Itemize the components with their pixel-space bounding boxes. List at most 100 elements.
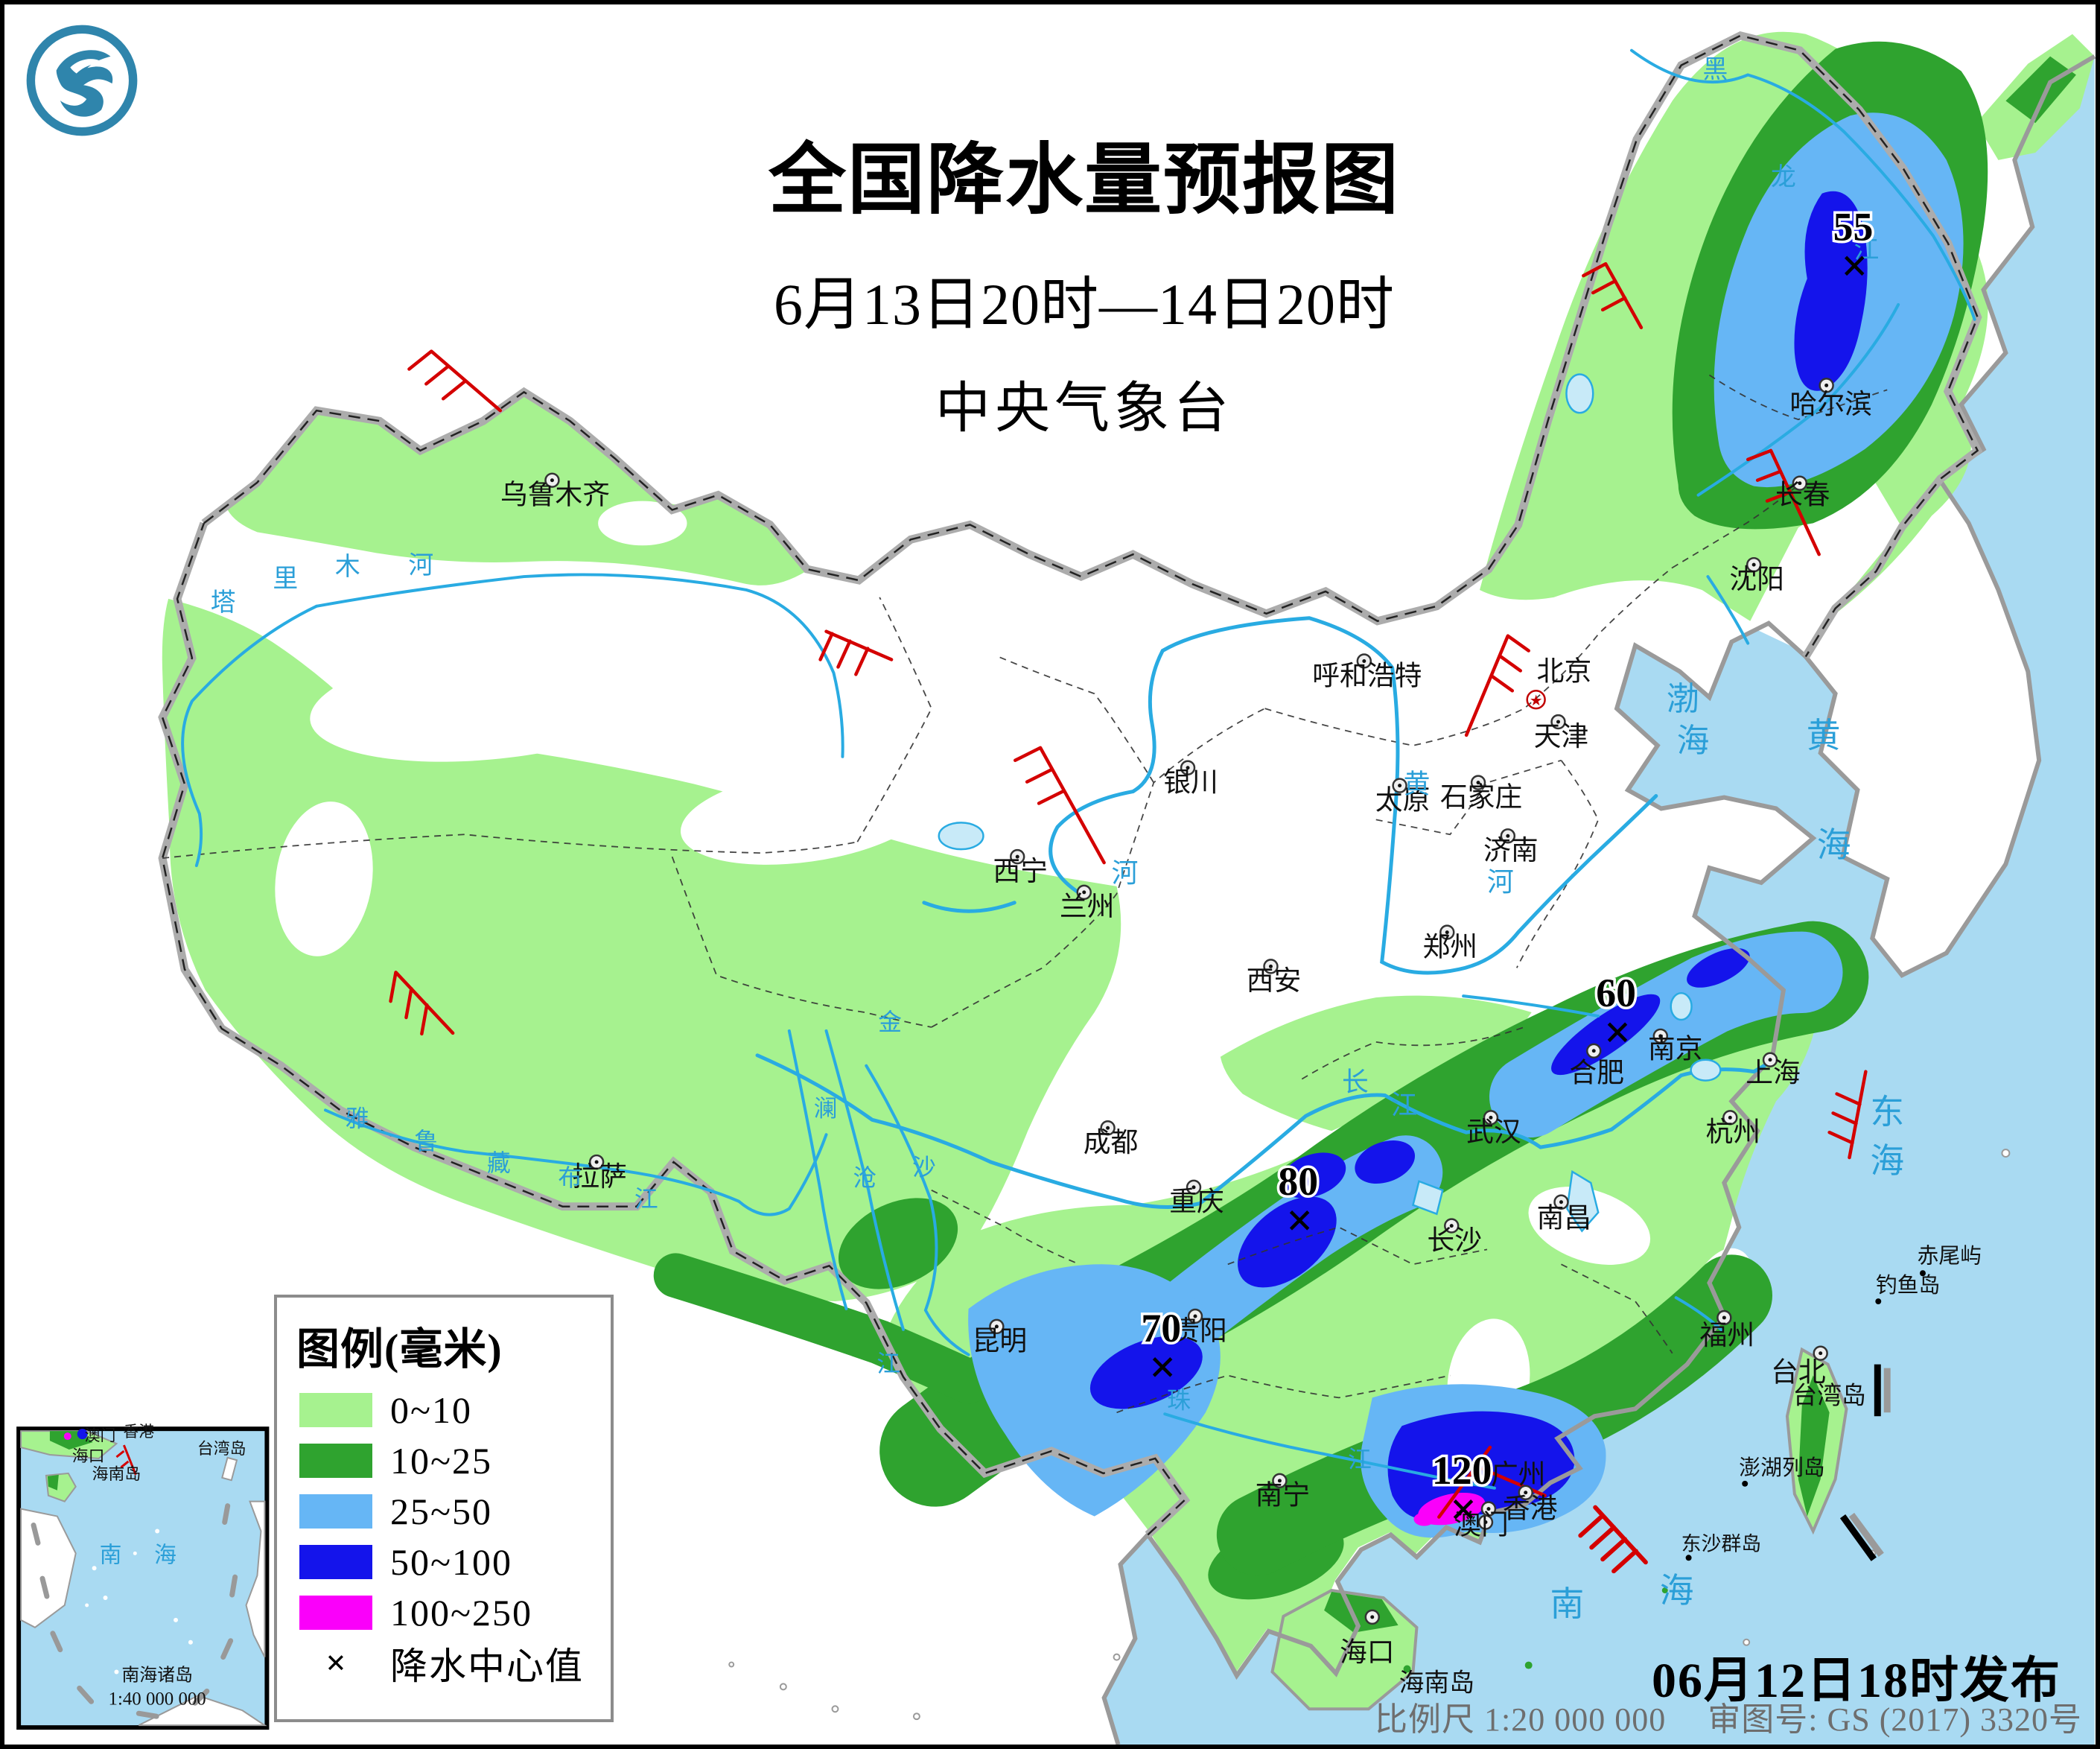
city-label: 重庆 <box>1169 1187 1224 1217</box>
city-marker-dot <box>1082 890 1086 895</box>
city-label: 郑州 <box>1422 931 1477 962</box>
city-label: 杭州 <box>1705 1117 1760 1147</box>
city-marker-dot <box>1370 1615 1375 1619</box>
city-label: 香港 <box>1503 1494 1558 1524</box>
city-marker-dot <box>1824 383 1829 387</box>
legend-box: 图例(毫米) 0~10 10~25 25~50 50~100 100~250 × 降水中… <box>274 1295 614 1722</box>
legend-items: 0~10 10~25 25~50 50~100 100~250 <box>277 1389 611 1634</box>
legend-title: 图例(毫米) <box>296 1325 503 1374</box>
map-label: 江 <box>876 1351 900 1377</box>
map-label: 珠 <box>1167 1387 1191 1413</box>
legend-swatch-1 <box>299 1443 372 1478</box>
city-label: 长春 <box>1775 480 1830 510</box>
issue-time: 06月12日18时发布 <box>1652 1654 2061 1708</box>
city-label: 成都 <box>1084 1127 1139 1158</box>
legend-range: 0~10 <box>390 1388 473 1431</box>
map-label: 沧 <box>853 1165 876 1191</box>
map-label: 河 <box>1487 867 1514 897</box>
legend-swatch-0 <box>299 1392 372 1427</box>
city-marker-dot <box>1489 1115 1493 1120</box>
legend-item: 25~50 <box>299 1491 611 1532</box>
city-label: 长沙 <box>1427 1225 1482 1255</box>
city-marker-dot <box>994 1324 999 1329</box>
legend-swatch-3 <box>299 1544 372 1579</box>
city-label: 广州 <box>1491 1459 1546 1490</box>
city-marker-dot <box>1106 1126 1110 1130</box>
precip-center-value: 55 <box>1833 204 1874 249</box>
rivers <box>181 48 1976 1490</box>
map-title: 全国降水量预报图 <box>768 138 1400 223</box>
map-label: 澎湖列岛 <box>1739 1456 1824 1480</box>
city-marker-dot <box>1191 1185 1196 1190</box>
city-marker-dot <box>1591 1049 1596 1053</box>
city-label: 西宁 <box>993 856 1048 886</box>
map-label: 河 <box>408 552 433 580</box>
city-label: 银川 <box>1163 767 1218 798</box>
dry-white-holes <box>275 480 1903 1444</box>
city-marker-dot <box>1015 854 1019 859</box>
legend-item: 0~10 <box>299 1389 611 1431</box>
title-block: 全国降水量预报图 6月13日20时—14日20时 中央气象台 <box>757 133 1412 443</box>
legend-item: 10~25 <box>299 1440 611 1482</box>
capital-marker <box>1526 690 1546 710</box>
island-dot <box>1920 1270 1926 1277</box>
precip-center-cross: × <box>1604 1006 1631 1058</box>
map-label: 黄 <box>1807 717 1841 755</box>
lakes <box>938 373 1722 1233</box>
approval-number: 审图号: GS (2017) 3320号 <box>1708 1701 2083 1738</box>
map-label: 江 <box>1854 236 1879 264</box>
rain-100-250-regions <box>1413 1492 1486 1526</box>
capital-star-icon: ★ <box>1530 693 1543 709</box>
map-label: 长 <box>1342 1067 1369 1097</box>
city-marker-dot <box>1398 784 1402 788</box>
city-label: 兰州 <box>1060 892 1115 922</box>
legend-swatch-2 <box>299 1494 372 1529</box>
city-label: 呼和浩特 <box>1312 660 1422 691</box>
city-label: 南宁 <box>1256 1480 1311 1511</box>
map-label: 布 <box>558 1165 582 1191</box>
map-label: 海 <box>1870 1142 1904 1180</box>
city-marker-dot <box>1658 1034 1663 1038</box>
map-scale-and-approval: 比例尺 1:20 000 000 审图号: GS (2017) 3320号 <box>1375 1692 2096 1740</box>
legend-item: 50~100 <box>299 1541 611 1583</box>
precip-center-cross: × <box>1841 239 1868 292</box>
map-label: 澜 <box>814 1095 838 1121</box>
legend-range: 50~100 <box>390 1540 513 1583</box>
legend-range: 100~250 <box>390 1591 533 1634</box>
precip-center-cross: × <box>1149 1340 1176 1393</box>
city-label: 北京 <box>1537 656 1592 686</box>
map-label: 海口 <box>72 1447 105 1465</box>
city-label: 乌鲁木齐 <box>500 480 610 510</box>
city-label: 台北 <box>1771 1357 1826 1388</box>
island-dot <box>1875 1298 1882 1305</box>
map-label: 赤尾屿 <box>1918 1244 1982 1268</box>
city-marker-dot <box>550 478 554 483</box>
map-label: 海南岛 <box>92 1465 141 1483</box>
precip-center-value: 80 <box>1278 1159 1318 1204</box>
city-label: 福州 <box>1700 1320 1755 1350</box>
city-label: 南京 <box>1648 1034 1703 1064</box>
city-marker-dot <box>1476 781 1480 785</box>
map-label: 塔 <box>211 589 236 617</box>
map-label: 澳门 <box>85 1426 116 1444</box>
precip-center-cross: × <box>1450 1483 1477 1536</box>
map-label: 江 <box>1391 1090 1418 1120</box>
legend-range: 25~50 <box>390 1490 493 1532</box>
city-label: 天津 <box>1534 721 1589 752</box>
city-label: 贵阳 <box>1172 1315 1227 1346</box>
city-marker-dot <box>1268 964 1273 968</box>
map-label: 海南岛 <box>1399 1669 1474 1697</box>
city-label: 南昌 <box>1537 1203 1592 1234</box>
city-marker-dot <box>1362 658 1366 663</box>
legend-swatch-4 <box>299 1595 372 1630</box>
map-label: 鲁 <box>414 1129 438 1155</box>
legend-item: 100~250 <box>299 1592 611 1634</box>
map-label: 海 <box>154 1543 176 1567</box>
map-label: 钓鱼岛 <box>1876 1274 1941 1298</box>
city-marker-dot <box>1819 1351 1823 1356</box>
city-marker-dot <box>1486 1507 1491 1511</box>
map-label: 南海诸岛 <box>121 1665 192 1685</box>
city-marker-dot <box>1798 481 1802 486</box>
city-label: 石家庄 <box>1440 781 1522 812</box>
